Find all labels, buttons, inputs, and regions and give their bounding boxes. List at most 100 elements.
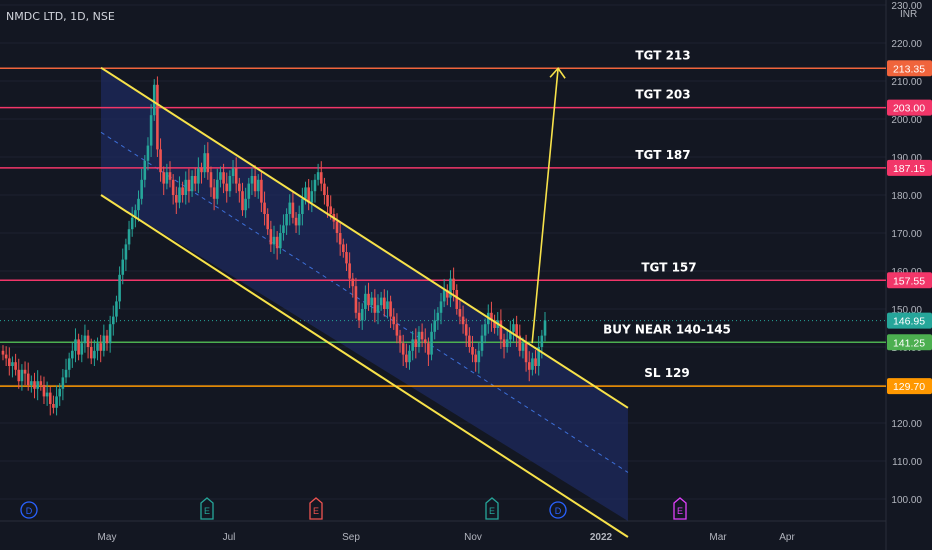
candle-body bbox=[427, 343, 430, 355]
price-badge: 187.15 bbox=[893, 163, 925, 175]
candle-body bbox=[307, 187, 310, 203]
candle-body bbox=[417, 331, 421, 347]
candle-body bbox=[512, 324, 515, 332]
channel-upper-line[interactable] bbox=[100, 66, 629, 409]
candle-body bbox=[392, 316, 396, 325]
y-tick-label: 200.00 bbox=[891, 115, 922, 126]
candle-body bbox=[370, 297, 373, 306]
candle-body bbox=[197, 168, 200, 184]
candle-body bbox=[382, 297, 386, 309]
y-tick-label: 220.00 bbox=[891, 39, 922, 50]
candle-body bbox=[364, 293, 367, 309]
candle-body bbox=[130, 217, 134, 230]
candle-body bbox=[26, 373, 30, 385]
candle-body bbox=[266, 214, 269, 230]
price-badge-bg bbox=[887, 60, 932, 77]
arrow-head-icon bbox=[549, 66, 566, 79]
event-marker-d[interactable]: D bbox=[549, 501, 567, 519]
candle-body bbox=[149, 115, 153, 146]
candle-body bbox=[77, 339, 80, 355]
candle-body bbox=[515, 324, 518, 336]
level-label: TGT 213 bbox=[635, 48, 690, 62]
candle-body bbox=[215, 179, 219, 199]
candle-body bbox=[23, 369, 27, 374]
candle-body bbox=[446, 290, 449, 298]
candle-body bbox=[282, 225, 285, 233]
event-marker-e[interactable]: E bbox=[200, 497, 214, 520]
candle-body bbox=[36, 381, 39, 389]
marker-shape bbox=[20, 501, 38, 519]
event-marker-e[interactable]: E bbox=[485, 497, 499, 520]
candle-body bbox=[395, 324, 399, 336]
event-marker-d[interactable]: D bbox=[20, 501, 38, 519]
candle-body bbox=[152, 84, 156, 116]
marker-shape bbox=[309, 497, 323, 520]
candle-body bbox=[238, 183, 241, 192]
candle-body bbox=[181, 187, 184, 195]
channel-lower-line[interactable] bbox=[100, 194, 629, 538]
candle-body bbox=[222, 172, 225, 184]
candle-body bbox=[423, 339, 427, 344]
candle-body bbox=[348, 263, 351, 279]
candle-body bbox=[55, 396, 58, 408]
candle-body bbox=[143, 160, 147, 180]
candle-body bbox=[206, 153, 210, 173]
candle-body bbox=[234, 168, 238, 184]
candle-body bbox=[86, 335, 90, 347]
candle-body bbox=[288, 202, 292, 214]
y-tick-label: 120.00 bbox=[891, 419, 922, 430]
candle-body bbox=[357, 312, 361, 321]
candle-body bbox=[162, 172, 166, 184]
x-tick-label: Nov bbox=[464, 532, 482, 543]
level-label: BUY NEAR 140-145 bbox=[603, 322, 731, 336]
event-marker-e[interactable]: E bbox=[673, 497, 687, 520]
candle-body bbox=[373, 297, 377, 313]
candle-body bbox=[219, 172, 222, 180]
candle-body bbox=[105, 335, 109, 344]
candle-body bbox=[297, 214, 301, 226]
marker-letter: E bbox=[489, 506, 495, 516]
price-badge-bg bbox=[887, 378, 932, 395]
y-tick-label: 170.00 bbox=[891, 229, 922, 240]
candle-body bbox=[360, 309, 364, 321]
candle-body bbox=[319, 172, 323, 184]
marker-letter: D bbox=[555, 506, 562, 516]
candle-body bbox=[480, 335, 484, 351]
price-badge-bg bbox=[887, 159, 932, 176]
candle-body bbox=[279, 233, 282, 249]
candle-body bbox=[483, 324, 487, 336]
candle-body bbox=[521, 343, 525, 351]
price-badge: 203.00 bbox=[893, 103, 925, 115]
candle-body bbox=[329, 206, 333, 214]
candle-body bbox=[389, 301, 392, 317]
candle-body bbox=[39, 381, 43, 385]
candle-body bbox=[67, 358, 71, 370]
candle-body bbox=[11, 362, 14, 366]
symbol-title: NMDC LTD, 1D, NSE bbox=[6, 10, 115, 23]
y-tick-label: 190.00 bbox=[891, 153, 922, 164]
y-tick-label: 110.00 bbox=[892, 457, 922, 468]
x-tick-label: May bbox=[98, 532, 117, 543]
candle-body bbox=[313, 179, 317, 192]
price-badge-bg bbox=[887, 99, 932, 116]
candle-body bbox=[414, 339, 418, 347]
candle-body bbox=[168, 172, 172, 180]
candle-body bbox=[452, 278, 455, 290]
marker-letter: E bbox=[313, 506, 319, 516]
candle-body bbox=[45, 392, 49, 397]
candle-body bbox=[420, 331, 424, 340]
candle-body bbox=[285, 214, 288, 226]
last-price-badge-bg bbox=[887, 312, 932, 329]
candle-body bbox=[96, 343, 99, 351]
y-tick-label: 210.00 bbox=[891, 77, 922, 88]
level-label: TGT 203 bbox=[635, 88, 690, 102]
candle-body bbox=[48, 392, 52, 404]
candle-body bbox=[190, 176, 194, 192]
projection-arrow-line[interactable] bbox=[531, 68, 559, 344]
candle-body bbox=[335, 221, 339, 233]
candle-body bbox=[99, 343, 102, 351]
candle-body bbox=[398, 335, 402, 344]
event-marker-e[interactable]: E bbox=[309, 497, 323, 520]
marker-shape bbox=[200, 497, 214, 520]
